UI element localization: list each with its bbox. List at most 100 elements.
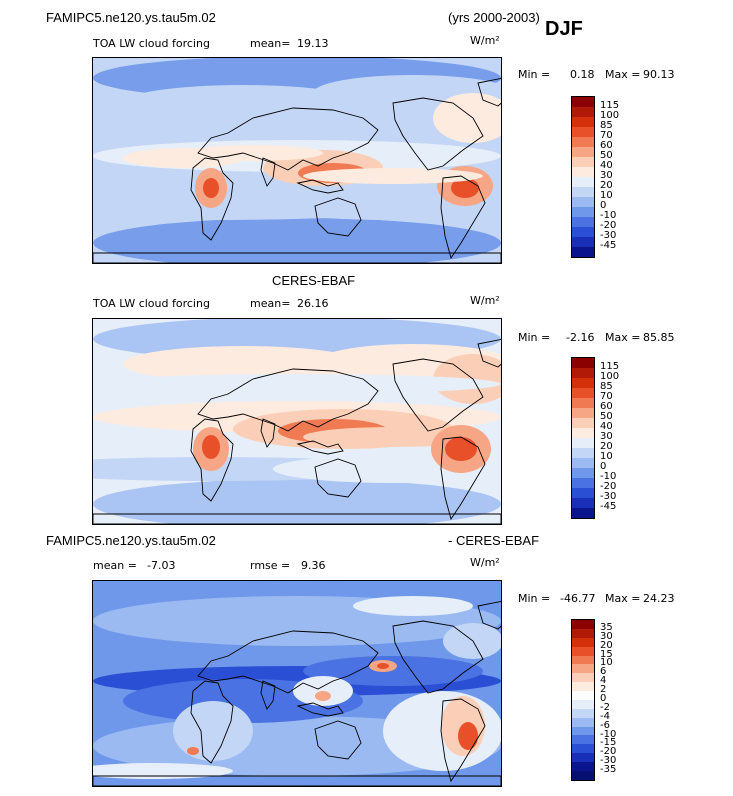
- field-region: [315, 691, 331, 701]
- colorbar-swatch: [572, 770, 594, 780]
- colorbar-swatch: [572, 673, 594, 683]
- coastline: [296, 702, 344, 717]
- panel2-colorbar: [571, 357, 595, 519]
- colorbar-tick-label: -10: [600, 728, 617, 740]
- panel2-min-label: Min =: [518, 331, 551, 344]
- model-name: FAMIPC5.ne120.ys.tau5m.02: [46, 10, 216, 25]
- panel2-map: [92, 318, 502, 525]
- coastline: [477, 338, 501, 368]
- colorbar-swatch: [572, 478, 594, 488]
- colorbar-tick-label: 30: [600, 630, 613, 642]
- map-field: [93, 58, 501, 263]
- panel1-mean-value: 19.13: [297, 37, 329, 50]
- panel2-mean-label: mean=: [250, 297, 291, 310]
- colorbar-swatch: [572, 620, 594, 629]
- field-region: [123, 346, 363, 382]
- coastline: [477, 600, 501, 630]
- colorbar-tick-label: 40: [600, 421, 613, 432]
- coastline: [440, 436, 486, 521]
- colorbar-tick-label: -15: [600, 737, 617, 749]
- coastline: [93, 513, 501, 524]
- colorbar-swatch: [572, 378, 594, 388]
- colorbar-swatch: [572, 458, 594, 468]
- panel1-units: W/m²: [470, 34, 500, 47]
- panel1-mean-label: mean=: [250, 37, 291, 50]
- colorbar-swatch: [572, 448, 594, 458]
- colorbar-swatch: [572, 358, 594, 368]
- colorbar-tick-label: -30: [600, 491, 617, 502]
- colorbar-tick-label: 115: [600, 100, 620, 111]
- panel2-mean-value: 26.16: [297, 297, 329, 310]
- panel3-max-label: Max =: [605, 592, 641, 605]
- coastline: [197, 107, 379, 171]
- colorbar-swatch: [572, 691, 594, 700]
- field-region: [93, 763, 233, 779]
- panel1-min-label: Min =: [518, 68, 551, 81]
- colorbar-tick-label: 85: [600, 381, 613, 392]
- field-region: [173, 701, 253, 761]
- coastline: [260, 680, 276, 710]
- colorbar-swatch: [572, 117, 594, 127]
- colorbar-swatch: [572, 726, 594, 736]
- colorbar-tick-label: 40: [600, 160, 613, 171]
- colorbar-swatch: [572, 438, 594, 448]
- field-region: [445, 437, 477, 461]
- field-region: [303, 656, 483, 686]
- panel1-max-value: 90.13: [643, 68, 675, 81]
- field-region: [433, 93, 501, 143]
- coastline: [93, 252, 501, 263]
- colorbar-tick-label: 6: [600, 666, 607, 678]
- colorbar-tick-label: -20: [600, 746, 617, 758]
- colorbar-tick-label: 85: [600, 120, 613, 131]
- field-region: [202, 435, 220, 459]
- coastline: [190, 418, 234, 502]
- colorbar-tick-label: -10: [600, 210, 617, 221]
- colorbar-swatch: [572, 664, 594, 674]
- colorbar-tick-label: 10: [600, 657, 613, 669]
- panel3-map: [92, 580, 502, 787]
- colorbar-swatch: [572, 508, 594, 518]
- colorbar-swatch: [572, 735, 594, 745]
- panel3-title-left: FAMIPC5.ne120.ys.tau5m.02: [46, 533, 216, 548]
- panel3-min-label: Min =: [518, 592, 551, 605]
- colorbar-swatch: [572, 488, 594, 498]
- panel3-rmse-value: 9.36: [301, 559, 326, 572]
- colorbar-tick-label: -2: [600, 701, 610, 713]
- colorbar-tick-label: 20: [600, 180, 613, 191]
- panel2-title: CERES-EBAF: [272, 273, 356, 288]
- colorbar-swatch: [572, 398, 594, 408]
- field-region: [353, 596, 473, 616]
- colorbar-swatch: [572, 197, 594, 207]
- colorbar-tick-label: -10: [600, 471, 617, 482]
- colorbar-tick-label: 30: [600, 170, 613, 181]
- colorbar-swatch: [572, 468, 594, 478]
- colorbar-swatch: [572, 147, 594, 157]
- colorbar-swatch: [572, 655, 594, 665]
- colorbar-swatch: [572, 418, 594, 428]
- colorbar-tick-label: 100: [600, 371, 620, 382]
- colorbar-tick-label: 35: [600, 621, 613, 633]
- field-region: [187, 747, 199, 755]
- colorbar-swatch: [572, 498, 594, 508]
- colorbar-swatch: [572, 97, 594, 107]
- coastline: [190, 157, 234, 241]
- panel1-min-value: 0.18: [570, 68, 595, 81]
- panel3-min-value: -46.77: [560, 592, 596, 605]
- colorbar-tick-label: 0: [600, 461, 607, 472]
- field-region: [93, 218, 501, 263]
- colorbar-swatch: [572, 708, 594, 718]
- field-region: [93, 479, 501, 524]
- colorbar-tick-label: -20: [600, 481, 617, 492]
- colorbar-tick-label: -30: [600, 755, 617, 767]
- coastline: [314, 458, 362, 498]
- colorbar-tick-label: -20: [600, 220, 617, 231]
- map-field: [93, 581, 501, 786]
- colorbar-swatch: [572, 187, 594, 197]
- colorbar-tick-label: 0: [600, 693, 607, 704]
- colorbar-swatch: [572, 247, 594, 257]
- colorbar-swatch: [572, 137, 594, 147]
- field-region: [458, 722, 478, 750]
- panel2-max-value: 85.85: [643, 331, 675, 344]
- field-region: [93, 374, 501, 394]
- colorbar-swatch: [572, 637, 594, 647]
